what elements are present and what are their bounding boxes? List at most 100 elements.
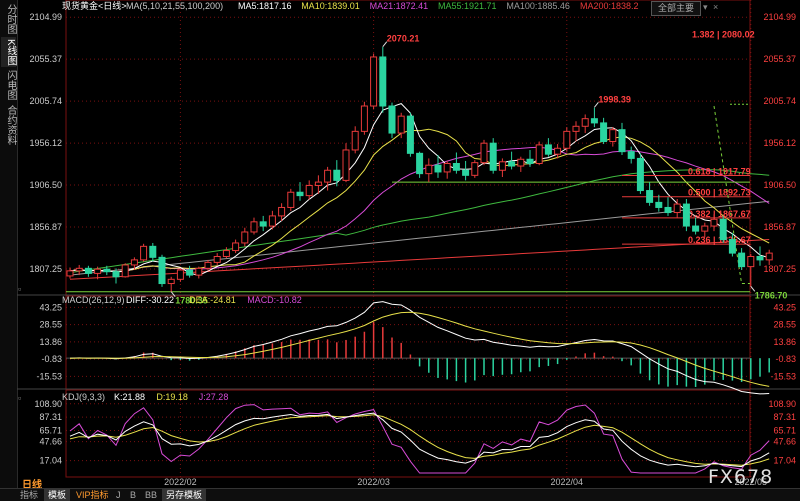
kdj-y-tick-left: 17.04: [39, 456, 62, 466]
macd-y-tick-right: 28.55: [773, 320, 796, 330]
kdj-panel-frame: [65, 389, 751, 478]
candle-body: [535, 144, 543, 164]
macd-y-tick-left: 43.25: [39, 302, 62, 312]
y-tick-label-right: 1807.25: [763, 264, 796, 274]
tab-indicator[interactable]: 指标: [20, 490, 39, 500]
y-tick-label-right: 2005.74: [763, 96, 796, 106]
candle-body: [222, 250, 230, 257]
candle-body: [103, 268, 111, 273]
candle-body: [66, 270, 74, 277]
close-icon[interactable]: ×: [713, 2, 719, 12]
macd-y-tick-right: -0.83: [775, 354, 796, 364]
candle-body: [314, 181, 322, 186]
candle-body: [250, 221, 258, 233]
annotation-pointer: [594, 102, 599, 108]
tab-k-chart[interactable]: K线图: [1, 37, 16, 67]
brand-logo: FX678: [708, 466, 774, 488]
candle-body: [682, 203, 690, 227]
tab-time-chart[interactable]: 分时图: [5, 4, 16, 34]
candle-body: [232, 242, 240, 252]
candle-body: [590, 118, 598, 124]
candle-body: [756, 255, 764, 261]
fib-level-label: 1.382 | 2080.02: [692, 29, 755, 39]
y-tick-label-right: 1856.87: [763, 222, 796, 232]
ma10-line: [69, 128, 770, 273]
tab-vip-indicator[interactable]: VIP指标: [76, 490, 109, 500]
tab-b[interactable]: B: [130, 490, 137, 500]
candle-body: [94, 268, 102, 274]
candle-body: [600, 122, 608, 143]
candle-body: [195, 267, 203, 276]
y-tick-label-left: 1856.87: [29, 222, 62, 232]
candle-body: [379, 56, 387, 107]
tab-j[interactable]: J: [116, 490, 121, 500]
kdj-y-tick-right: 47.66: [773, 437, 796, 447]
candle-body: [498, 161, 506, 171]
kdj-y-tick-left: 47.66: [39, 437, 62, 447]
period-selector[interactable]: 日线: [22, 480, 42, 491]
tab-bb[interactable]: BB: [145, 490, 158, 500]
candle-body: [544, 144, 552, 155]
ma-label: MA(5,10,21,55,100,200): [126, 1, 223, 11]
kdj-value: J:27.28: [199, 392, 229, 402]
candle-body: [333, 169, 341, 181]
kdj-y-tick-right: 108.90: [768, 399, 796, 409]
candle-body: [517, 158, 525, 167]
annotation-pointer: [382, 41, 388, 47]
candle-body: [84, 267, 92, 274]
kdj-j-line: [69, 404, 770, 474]
candle-body: [489, 142, 497, 171]
price-annotation: 1998.39: [598, 94, 631, 104]
candle-body: [241, 231, 249, 244]
macd-y-tick-right: 43.25: [773, 302, 796, 312]
candle-body: [397, 115, 405, 134]
candle-body: [204, 261, 212, 269]
bottom-tab-bar: 指标 模板 VIP指标 J B BB 另存模板: [0, 488, 800, 501]
candle-body: [388, 105, 396, 134]
candle-body: [701, 225, 709, 232]
candle-body: [719, 218, 727, 241]
candle-body: [765, 252, 773, 261]
candle-body: [554, 147, 562, 155]
candle-body: [646, 190, 654, 203]
all-main-button[interactable]: 全部主要: [651, 1, 701, 16]
indicator-toggle-icon[interactable]: ▫: [18, 284, 22, 294]
sidebar: 分时图 K线图 闪电图 合约资料: [0, 0, 18, 500]
candle-body: [296, 191, 304, 197]
candle-body: [167, 278, 175, 285]
price-annotation: 2070.21: [387, 34, 420, 44]
ma-value: MA55:1921.71: [438, 1, 497, 11]
macd-panel-frame: [65, 295, 751, 390]
candle-body: [278, 206, 286, 217]
annotation-pointer: [750, 286, 756, 292]
ma200-line: [69, 239, 770, 280]
fib-level-label: 0.500 | 1892.73: [688, 188, 751, 198]
candle-body: [351, 130, 359, 151]
candle-body: [452, 162, 460, 171]
candle-body: [416, 152, 424, 175]
candle-body: [443, 162, 451, 173]
kdj-toggle-icon[interactable]: ▫: [18, 393, 22, 403]
candle-body: [112, 271, 120, 278]
tab-template[interactable]: 模板: [44, 489, 71, 501]
x-tick-label: 2022/02: [164, 477, 197, 487]
ma-value: MA200:1838.2: [580, 1, 639, 11]
candle-body: [581, 118, 589, 127]
macd-y-tick-left: -0.83: [41, 354, 62, 364]
tab-flash-chart[interactable]: 闪电图: [5, 70, 16, 100]
candle-body: [627, 151, 635, 159]
ma100-line: [69, 200, 770, 276]
candle-body: [406, 115, 414, 154]
candle-body: [140, 245, 148, 261]
settings-icon[interactable]: ▾: [703, 2, 708, 12]
candle-body: [158, 256, 166, 285]
candle-body: [526, 158, 534, 164]
candle-body: [186, 269, 194, 276]
tab-contract-info[interactable]: 合约资料: [5, 105, 16, 145]
kdj-y-tick-right: 17.04: [773, 456, 796, 466]
symbol-title: 现货黄金<日线>: [62, 0, 127, 11]
candle-body: [149, 245, 157, 258]
tab-save-template[interactable]: 另存模板: [162, 489, 207, 501]
ma-value: MA10:1839.01: [301, 1, 360, 11]
